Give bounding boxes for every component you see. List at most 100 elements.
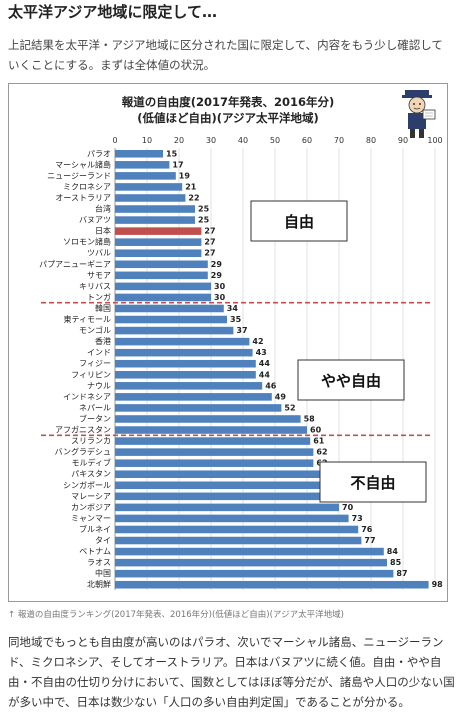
- bar-38: [115, 569, 394, 578]
- category-label: マレーシア: [71, 492, 111, 501]
- category-label: マーシャル諸島: [55, 159, 111, 169]
- value-label: 27: [204, 238, 215, 247]
- category-label: ブータン: [79, 413, 111, 423]
- category-label: キリバス: [79, 282, 111, 291]
- bar-28: [115, 459, 314, 467]
- bar-26: [115, 437, 311, 445]
- category-label: サモア: [87, 271, 111, 280]
- bar-23: [115, 404, 282, 412]
- outro-paragraph: 同地域でもっとも自由度が高いのはパラオ、次いでマーシャル諸島、ニュージーランド、…: [8, 635, 455, 709]
- group-label: 自由: [284, 213, 314, 231]
- value-label: 44: [259, 359, 271, 368]
- value-label: 62: [316, 448, 327, 457]
- bar-22: [115, 393, 272, 401]
- value-label: 85: [390, 558, 402, 567]
- category-label: カンボジア: [71, 503, 111, 512]
- value-label: 77: [364, 536, 375, 545]
- bar-5: [115, 205, 195, 213]
- bar-19: [115, 359, 256, 368]
- value-label: 73: [352, 514, 363, 523]
- value-label: 22: [188, 193, 199, 202]
- bar-33: [115, 514, 349, 523]
- x-tick-label: 100: [427, 136, 442, 145]
- category-label: アフガニスタン: [55, 425, 111, 435]
- bar-36: [115, 547, 384, 556]
- bar-2: [115, 172, 176, 180]
- value-label: 30: [214, 282, 226, 291]
- bar-21: [115, 382, 263, 390]
- bar-29: [115, 470, 323, 478]
- category-label: トンガ: [87, 292, 111, 302]
- bar-34: [115, 525, 359, 534]
- category-label: ナウル: [87, 381, 111, 390]
- bar-25: [115, 426, 307, 434]
- x-tick-label: 40: [238, 136, 248, 145]
- value-label: 84: [387, 547, 399, 556]
- group-label-box-2: [319, 461, 427, 503]
- category-label: ベトナム: [79, 547, 111, 556]
- x-tick-label: 70: [334, 136, 344, 145]
- category-label: 韓国: [95, 303, 111, 313]
- value-label: 49: [275, 392, 287, 401]
- x-tick-label: 90: [398, 136, 408, 145]
- bar-7: [115, 227, 202, 235]
- value-label: 25: [198, 205, 210, 214]
- value-label: 42: [252, 337, 263, 346]
- bar-chart: 報道の自由度(2017年発表、2016年分) (低値ほど自由)(アジア太平洋地域)…: [39, 95, 443, 590]
- bar-3: [115, 183, 183, 191]
- category-label: パプアニューギニア: [39, 260, 111, 269]
- page-heading: 太平洋アジア地域に限定して…: [8, 3, 217, 21]
- bar-39: [115, 580, 429, 589]
- x-tick-label: 20: [174, 136, 184, 145]
- bar-6: [115, 216, 195, 224]
- group-label: 不自由: [350, 474, 395, 492]
- category-label: タイ: [95, 536, 111, 545]
- category-label: ツバル: [87, 249, 111, 258]
- value-label: 43: [256, 348, 267, 357]
- bar-20: [115, 371, 256, 379]
- value-label: 17: [172, 160, 183, 169]
- bar-31: [115, 492, 336, 501]
- category-label: ブルネイ: [79, 524, 111, 534]
- value-label: 29: [211, 271, 223, 280]
- bar-0: [115, 150, 163, 158]
- bar-8: [115, 238, 202, 246]
- bar-9: [115, 249, 202, 257]
- value-label: 52: [284, 403, 295, 412]
- group-label: やや自由: [321, 372, 381, 390]
- x-tick-label: 30: [206, 136, 216, 145]
- value-label: 58: [304, 414, 316, 423]
- category-label: モンゴル: [79, 325, 111, 335]
- bar-32: [115, 503, 339, 512]
- bar-10: [115, 260, 208, 269]
- category-label: バングラデシュ: [55, 447, 111, 457]
- x-tick-label: 50: [270, 136, 280, 145]
- category-label: シンガポール: [63, 480, 111, 490]
- bar-35: [115, 536, 362, 545]
- bar-15: [115, 315, 227, 324]
- chart-title: 報道の自由度(2017年発表、2016年分): [122, 95, 335, 109]
- value-label: 61: [313, 437, 325, 446]
- mascot-illustration: [402, 90, 436, 138]
- x-tick-label: 0: [112, 136, 117, 145]
- value-label: 44: [259, 370, 271, 379]
- category-label: ミャンマー: [71, 514, 111, 523]
- category-label: ネパール: [79, 403, 111, 412]
- value-label: 87: [396, 569, 407, 578]
- value-label: 34: [227, 304, 239, 313]
- category-label: 北朝鮮: [87, 579, 111, 589]
- value-label: 60: [310, 426, 322, 435]
- intro-paragraph: 上記結果を太平洋・アジア地域に区分された国に限定して、内容をもう少し確認していく…: [8, 38, 443, 72]
- bar-14: [115, 304, 224, 313]
- bar-17: [115, 337, 250, 346]
- bar-12: [115, 282, 211, 291]
- x-tick-label: 80: [366, 136, 376, 145]
- category-label: モルディブ: [72, 458, 111, 468]
- category-label: バヌアツ: [79, 216, 111, 225]
- category-label: パラオ: [87, 149, 111, 158]
- category-label: 東ティモール: [63, 314, 111, 324]
- value-label: 35: [230, 315, 242, 324]
- bar-13: [115, 293, 211, 302]
- category-label: オーストラリア: [55, 193, 111, 202]
- value-label: 70: [342, 503, 354, 512]
